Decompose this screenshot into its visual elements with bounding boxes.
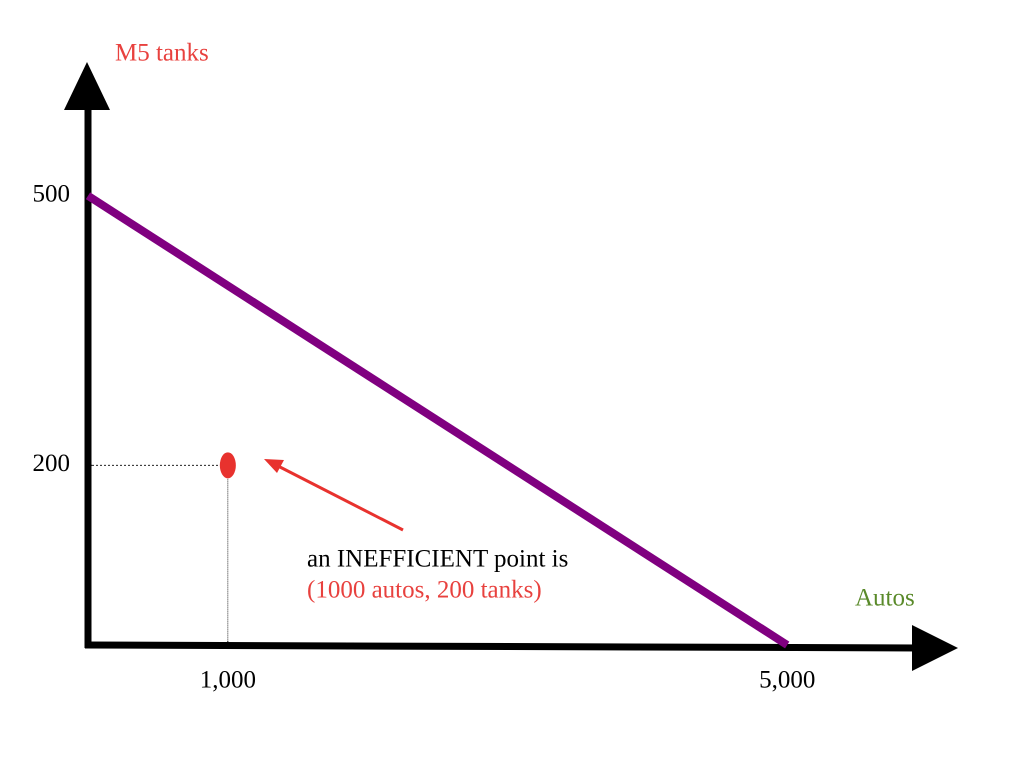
- annotation-arrow-head: [264, 459, 284, 473]
- x-axis-label: Autos: [855, 585, 915, 612]
- x-axis-arrow: [912, 625, 958, 671]
- y-tick-label: 500: [33, 181, 71, 208]
- x-tick-label: 5,000: [759, 667, 815, 694]
- y-tick-label: 200: [33, 450, 71, 477]
- inefficient-point: [219, 452, 236, 479]
- x-axis: [84, 641, 921, 652]
- annotation-arrow: [277, 464, 404, 532]
- frontier-line: [85, 192, 790, 649]
- y-axis-label: M5 tanks: [115, 40, 209, 67]
- annotation: an INEFFICIENT point is: [307, 546, 568, 573]
- annotation: (1000 autos, 200 tanks): [307, 577, 542, 604]
- y-axis-arrow: [64, 62, 110, 110]
- x-tick-label: 1,000: [200, 667, 256, 694]
